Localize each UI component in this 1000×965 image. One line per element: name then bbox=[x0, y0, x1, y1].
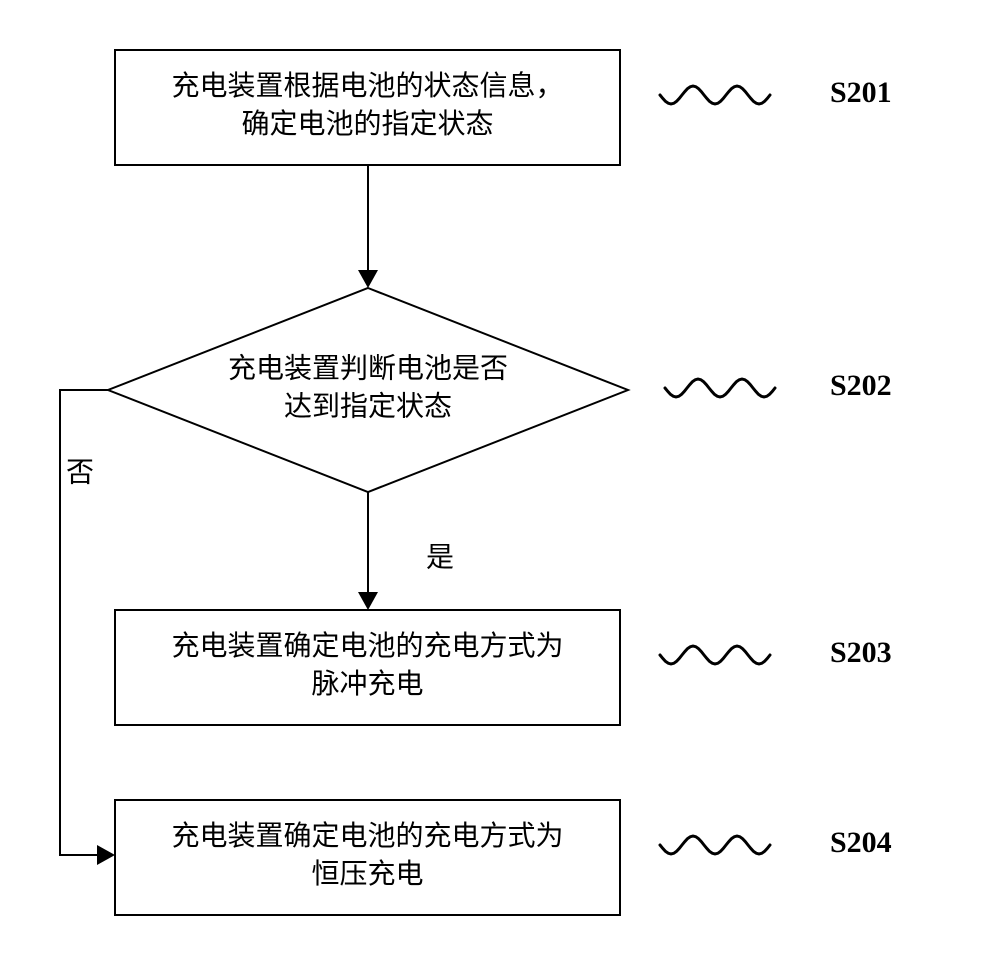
node-text-line: 恒压充电 bbox=[311, 858, 423, 890]
node-box-s201 bbox=[115, 50, 620, 165]
node-text-line: 充电装置确定电池的充电方式为 bbox=[171, 630, 563, 662]
edge-label-e3: 否 bbox=[66, 457, 94, 488]
step-label-s201: S201 bbox=[830, 76, 892, 109]
step-label-s202: S202 bbox=[830, 369, 892, 402]
node-text-line: 确定电池的指定状态 bbox=[241, 108, 493, 140]
node-text-line: 充电装置确定电池的充电方式为 bbox=[171, 820, 563, 852]
node-text-line: 充电装置判断电池是否 bbox=[228, 353, 508, 385]
edge-label-e2: 是 bbox=[426, 542, 454, 573]
flowchart-canvas: 是 否 充电装置根据电池的状态信息， 确定电池的指定状态 S201 充电装置判断电池是否达… bbox=[0, 0, 1000, 965]
node-box-s203 bbox=[115, 610, 620, 725]
step-label-s204: S204 bbox=[830, 826, 892, 859]
step-label-s203: S203 bbox=[830, 636, 892, 669]
node-text-line: 达到指定状态 bbox=[284, 390, 452, 422]
node-text-line: 脉冲充电 bbox=[311, 668, 423, 700]
node-box-s204 bbox=[115, 800, 620, 915]
node-text-line: 充电装置根据电池的状态信息， bbox=[171, 70, 563, 102]
